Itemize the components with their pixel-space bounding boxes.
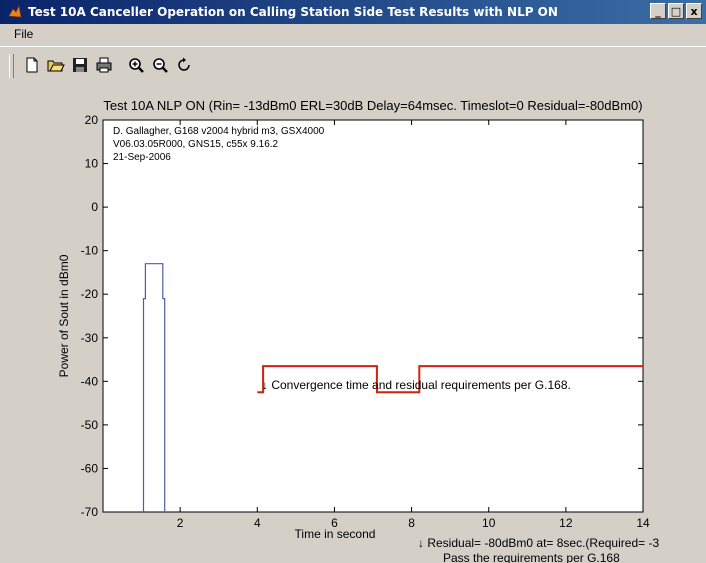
series-line-requirement [257,365,643,394]
open-folder-icon[interactable] [46,55,66,75]
x-tick-label: 4 [254,516,261,530]
y-tick-label: -60 [81,461,99,475]
toolbar [0,46,706,84]
convergence-annotation: ↓ Convergence time and residual requirem… [262,378,571,392]
y-tick-label: -10 [81,244,99,258]
x-tick-label: 2 [177,516,184,530]
y-tick-label: -20 [81,287,99,301]
chart-title: Test 10A NLP ON (Rin= -13dBm0 ERL=30dB D… [103,98,642,113]
header-line-1: D. Gallagher, G168 v2004 hybrid m3, GSX4… [113,126,325,137]
pass-annotation: Pass the requirements per G.168 [443,551,620,563]
series-line-sout-power [142,263,166,512]
y-tick-label: -70 [81,505,99,519]
header-line-3: 21-Sep-2006 [113,152,171,163]
residual-annotation: ↓ Residual= -80dBm0 at= 8sec.(Required= … [418,536,659,550]
window-title: Test 10A Canceller Operation on Calling … [28,5,558,19]
header-line-2: V06.03.05R000, GNS15, c55x 9.16.2 [113,139,279,150]
figure-area: Test 10A NLP ON (Rin= -13dBm0 ERL=30dB D… [0,83,706,563]
y-tick-label: -30 [81,331,99,345]
zoom-in-icon[interactable] [126,55,146,75]
x-axis-label: Time in second [295,527,376,541]
menu-bar: File [0,24,706,46]
y-tick-label: -50 [81,418,99,432]
chart: Test 10A NLP ON (Rin= -13dBm0 ERL=30dB D… [57,98,659,563]
title-bar: Test 10A Canceller Operation on Calling … [0,0,706,24]
y-tick-label: -40 [81,374,99,388]
rotate-icon[interactable] [174,55,194,75]
y-tick-label: 10 [85,157,99,171]
x-tick-label: 10 [482,516,496,530]
x-tick-label: 14 [636,516,650,530]
maximize-button[interactable]: □ [668,3,684,19]
x-tick-label: 12 [559,516,573,530]
y-axis-label: Power of Sout in dBm0 [57,254,71,377]
new-file-icon[interactable] [22,55,42,75]
plot-area [102,119,644,513]
toolbar-grip[interactable] [9,54,14,78]
minimize-button[interactable]: _ [650,3,666,19]
matlab-icon [8,5,22,19]
menu-file[interactable]: File [14,27,34,41]
zoom-out-icon[interactable] [150,55,170,75]
close-button[interactable]: x [686,3,702,19]
x-tick-label: 6 [331,516,338,530]
save-icon[interactable] [70,55,90,75]
print-icon[interactable] [94,55,114,75]
y-tick-label: 20 [85,113,99,127]
y-tick-label: 0 [91,200,98,214]
x-tick-label: 8 [408,516,415,530]
